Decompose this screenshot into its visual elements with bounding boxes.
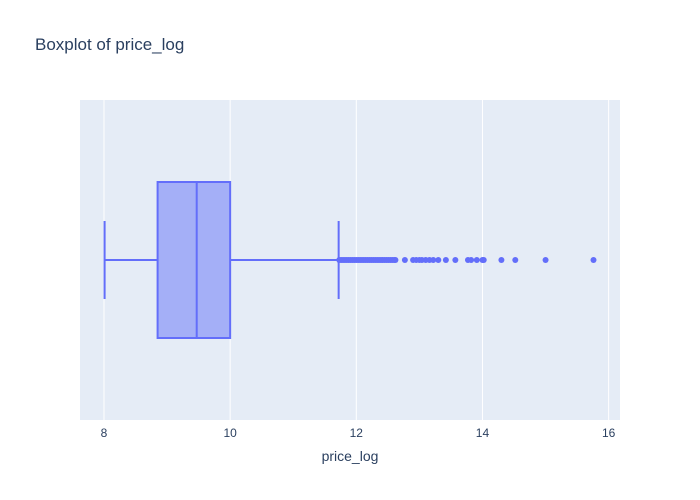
outlier-points xyxy=(336,257,597,263)
outlier-point xyxy=(512,257,519,263)
outlier-point xyxy=(392,257,399,263)
outlier-point xyxy=(430,257,437,263)
outlier-point xyxy=(590,257,597,263)
iqr-box xyxy=(156,181,232,339)
outlier-point xyxy=(452,257,459,263)
outlier-point xyxy=(542,257,549,263)
box-trace xyxy=(103,181,340,339)
x-tick-label: 8 xyxy=(101,426,108,440)
x-tick-label: 16 xyxy=(602,426,616,440)
x-tick-label: 10 xyxy=(223,426,237,440)
outlier-point xyxy=(401,257,408,263)
outlier-point xyxy=(473,257,480,263)
outlier-point xyxy=(468,257,475,263)
outlier-point xyxy=(442,257,449,263)
x-axis-title: price_log xyxy=(322,448,379,464)
outlier-point xyxy=(480,257,487,263)
x-tick-label: 14 xyxy=(476,426,490,440)
x-tick-labels: 8 10 12 14 16 xyxy=(101,426,616,440)
chart-title: Boxplot of price_log xyxy=(35,35,184,54)
outlier-point xyxy=(498,257,505,263)
x-tick-label: 12 xyxy=(350,426,364,440)
outlier-point xyxy=(435,257,442,263)
